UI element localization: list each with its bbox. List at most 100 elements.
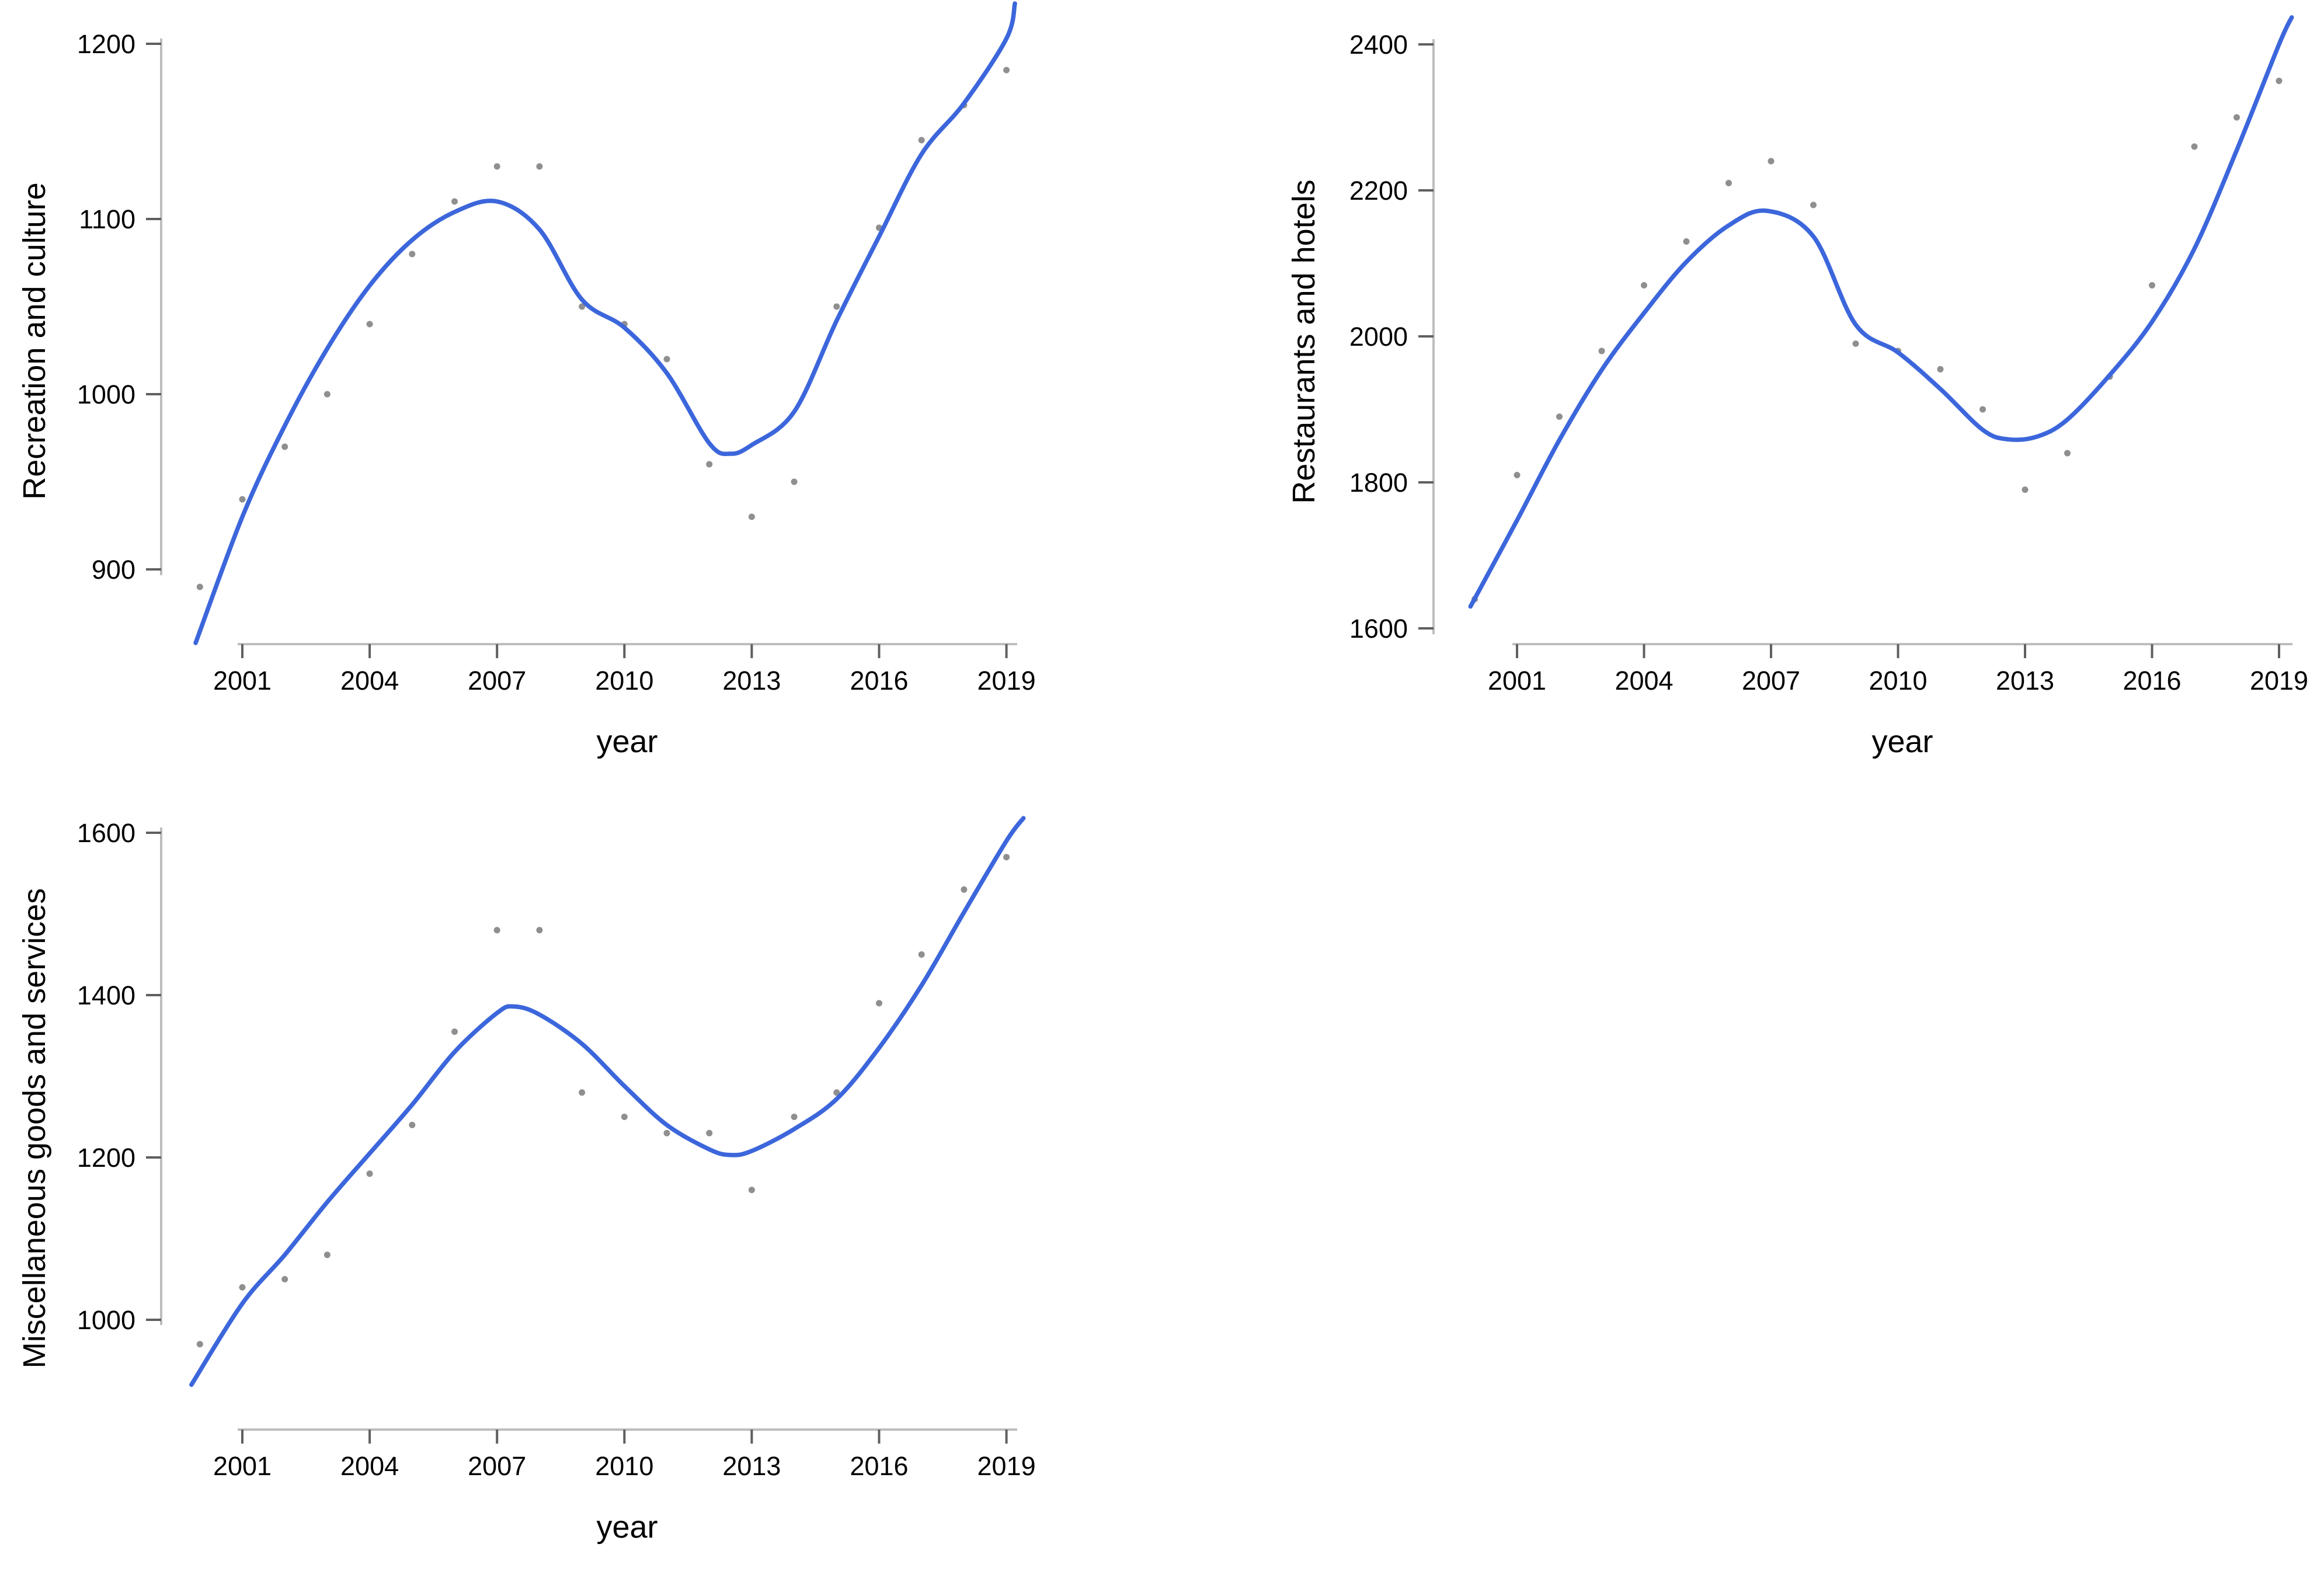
x-tick-label: 2001 — [1488, 666, 1546, 696]
data-point — [876, 1000, 882, 1007]
data-point — [833, 1089, 840, 1096]
x-axis-title: year — [1871, 724, 1933, 759]
x-tick-label: 2019 — [977, 666, 1036, 696]
x-tick-label: 2019 — [977, 1451, 1036, 1481]
data-point — [1003, 854, 1010, 861]
data-point — [239, 496, 246, 503]
x-tick-label: 2004 — [1615, 666, 1673, 696]
y-tick-label: 1000 — [77, 380, 135, 409]
data-point — [196, 1341, 203, 1348]
y-tick-label: 1100 — [79, 204, 135, 234]
trend-line — [193, 1, 1017, 645]
y-axis-title: Miscellaneous goods and services — [17, 888, 52, 1368]
x-tick-label: 2007 — [1742, 666, 1800, 696]
data-point — [2233, 114, 2240, 121]
y-axis-title: Recreation and culture — [17, 182, 52, 499]
data-point — [281, 1276, 288, 1282]
data-point — [493, 163, 500, 170]
x-tick-label: 2004 — [340, 666, 399, 696]
data-point — [451, 1028, 458, 1035]
x-tick-label: 2001 — [213, 666, 272, 696]
data-point — [451, 198, 458, 205]
data-point — [579, 303, 586, 310]
y-tick-label: 1000 — [77, 1305, 135, 1335]
x-tick-label: 2007 — [468, 666, 526, 696]
y-axis-title: Restaurants and hotels — [1286, 179, 1321, 503]
data-point — [918, 137, 925, 144]
data-point — [2191, 143, 2198, 150]
x-axis-title: year — [596, 724, 657, 759]
chart-miscellaneous-goods-and-services: 2001 2004 2007 2010 2013 2016 2019 1000 1200 1400… — [0, 787, 1162, 1575]
data-point — [1598, 347, 1605, 354]
data-point — [1937, 366, 1944, 373]
data-point — [323, 1251, 330, 1258]
y-tick-label: 1800 — [1349, 468, 1408, 498]
trend-line — [1468, 15, 2294, 609]
data-point — [961, 886, 968, 893]
data-point — [579, 1089, 586, 1096]
y-tick-label: 2000 — [1349, 322, 1408, 352]
data-point — [833, 303, 840, 310]
data-point — [239, 1284, 246, 1291]
chart-recreation-and-culture: 2001 2004 2007 2010 2013 2016 2019 900 1000 1100 1… — [0, 0, 1162, 787]
data-point — [196, 583, 203, 590]
chart-restaurants-and-hotels: 2001 2004 2007 2010 2013 2016 2019 1600 1800 2000… — [1162, 0, 2324, 787]
x-tick-label: 2016 — [2123, 666, 2181, 696]
data-point — [1556, 413, 1563, 420]
data-point — [748, 513, 755, 520]
data-point — [706, 461, 713, 468]
x-tick-label: 2016 — [850, 666, 908, 696]
x-tick-label: 2013 — [722, 666, 781, 696]
data-point — [536, 163, 543, 170]
data-point — [1683, 238, 1690, 245]
data-point — [281, 443, 288, 450]
x-tick-label: 2010 — [1869, 666, 1927, 696]
recreation-and-culture-plot-canvas: 2001 2004 2007 2010 2013 2016 2019 900 1000 1100 1… — [17, 1, 1036, 759]
y-tick-label: 1200 — [77, 29, 135, 59]
data-point — [663, 356, 670, 363]
x-tick-label: 2001 — [213, 1451, 272, 1481]
data-point — [1725, 180, 1732, 186]
y-tick-label: 2400 — [1349, 30, 1408, 60]
data-point — [918, 951, 925, 958]
data-point — [536, 927, 543, 934]
data-point — [493, 927, 500, 934]
data-point — [2149, 282, 2155, 288]
data-point — [2064, 450, 2071, 457]
y-tick-label: 1600 — [77, 818, 135, 848]
data-point — [366, 1170, 373, 1177]
data-point — [1852, 340, 1859, 347]
data-point — [366, 321, 373, 328]
data-point — [1979, 406, 1986, 413]
x-tick-label: 2004 — [340, 1451, 399, 1481]
data-point — [1514, 472, 1521, 478]
x-tick-label: 2013 — [722, 1451, 781, 1481]
data-point — [1768, 158, 1775, 165]
data-point — [409, 251, 416, 258]
data-point — [621, 1114, 628, 1120]
data-point — [791, 1114, 798, 1120]
y-tick-label: 2200 — [1349, 176, 1408, 206]
data-point — [791, 478, 798, 485]
x-tick-label: 2019 — [2250, 666, 2308, 696]
x-tick-label: 2010 — [595, 1451, 653, 1481]
data-point — [1641, 282, 1647, 288]
data-point — [748, 1187, 755, 1194]
data-point — [706, 1129, 713, 1136]
restaurants-and-hotels-plot-canvas: 2001 2004 2007 2010 2013 2016 2019 1600 1800 2000… — [1286, 15, 2308, 759]
x-tick-label: 2016 — [850, 1451, 908, 1481]
data-point — [2276, 78, 2283, 84]
x-axis-title: year — [596, 1510, 657, 1545]
data-point — [663, 1129, 670, 1136]
y-tick-label: 1400 — [77, 981, 135, 1010]
x-tick-label: 2007 — [468, 1451, 526, 1481]
data-point — [409, 1121, 416, 1128]
x-tick-label: 2010 — [595, 666, 653, 696]
data-point — [1810, 201, 1817, 208]
miscellaneous-goods-and-services-plot-canvas: 2001 2004 2007 2010 2013 2016 2019 1000 1200 1400… — [17, 816, 1036, 1545]
y-tick-label: 1200 — [77, 1143, 135, 1173]
data-point — [1003, 67, 1010, 74]
y-tick-label: 1600 — [1349, 614, 1408, 644]
trend-line — [189, 816, 1026, 1387]
